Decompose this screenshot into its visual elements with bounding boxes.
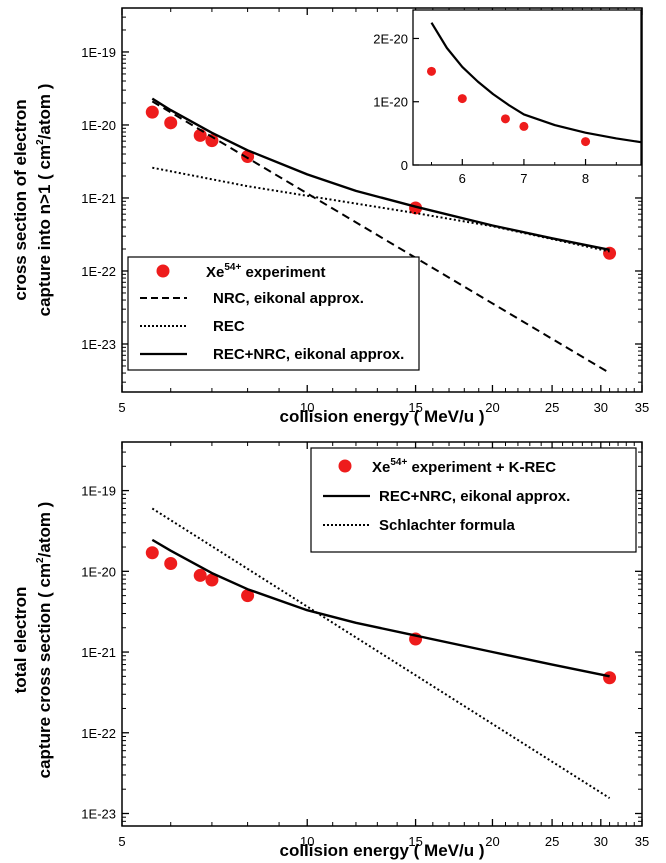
inset-solid-line — [430, 22, 642, 144]
bottom-x-tick-label: 20 — [485, 834, 499, 849]
bottom-legend-marker-experiment — [338, 459, 352, 473]
bottom-experiment-point — [193, 568, 207, 582]
top-x-tick-label: 25 — [545, 400, 559, 415]
inset-x-tick-label: 7 — [520, 171, 527, 186]
top-x-tick-label: 35 — [635, 400, 649, 415]
bottom-y-axis-title-line1: total electron — [11, 587, 30, 694]
top-x-tick-label: 15 — [408, 400, 422, 415]
inset-chart: 6 7 8 0 1E-20 2E-20 — [373, 9, 642, 186]
top-x-tick-label: 10 — [300, 400, 314, 415]
top-plot-frame — [121, 7, 643, 393]
bottom-y-axis-title-line2: capture cross section ( cm2/atom ) — [35, 502, 54, 779]
bottom-experiment-point — [145, 546, 159, 560]
bottom-legend-box — [310, 447, 637, 553]
bottom-dotted-line — [151, 507, 611, 799]
inset-experiment-point — [519, 121, 529, 131]
top-y-tick-label: 1E-23 — [81, 337, 116, 352]
bottom-x-tick-label: 25 — [545, 834, 559, 849]
inset-axes: 6 7 8 0 1E-20 2E-20 — [373, 31, 617, 186]
bottom-y-tick-label: 1E-22 — [81, 726, 116, 741]
bottom-legend-label-rec-nrc: REC+NRC, eikonal approx. — [379, 488, 570, 505]
bottom-plot-frame — [121, 441, 643, 827]
inset-experiment-point — [457, 94, 467, 104]
top-y-axis-title-line2: capture into n>1 ( cm2/atom ) — [35, 84, 54, 317]
top-legend: Xe54+ experiment NRC, eikonal approx. RE… — [127, 256, 420, 371]
bottom-x-tick-label: 5 — [118, 834, 125, 849]
bottom-x-tick-label: 30 — [594, 834, 608, 849]
top-legend-label-experiment: Xe54+ experiment — [206, 262, 326, 281]
top-legend-box — [127, 256, 420, 371]
bottom-series — [145, 507, 617, 799]
bottom-legend-label-schlachter: Schlachter formula — [379, 517, 516, 534]
bottom-y-tick-label: 1E-20 — [81, 564, 116, 579]
bottom-x-axis-title: collision energy ( MeV/u ) — [280, 841, 485, 860]
top-x-tick-label: 30 — [594, 400, 608, 415]
inset-series — [426, 22, 642, 147]
inset-x-tick-label: 6 — [459, 171, 466, 186]
top-experiment-point — [164, 116, 178, 130]
inset-experiment-point — [581, 137, 591, 147]
bottom-chart: 5 10 15 20 25 30 35 1E-23 1E-22 1E-21 1E-20 1E-19 c… — [11, 441, 649, 860]
bottom-y-tick-label: 1E-23 — [81, 806, 116, 821]
top-legend-label-rec-nrc: REC+NRC, eikonal approx. — [213, 346, 404, 363]
top-y-tick-label: 1E-21 — [81, 191, 116, 206]
top-experiment-point — [145, 105, 159, 119]
inset-y-tick-label: 0 — [401, 158, 408, 173]
top-y-tick-label: 1E-20 — [81, 118, 116, 133]
top-experiment-point — [241, 149, 255, 163]
bottom-legend: Xe54+ experiment + K-REC REC+NRC, eikona… — [310, 447, 637, 553]
top-series — [145, 97, 617, 374]
top-y-tick-label: 1E-19 — [81, 45, 116, 60]
top-legend-label-nrc: NRC, eikonal approx. — [213, 290, 364, 307]
bottom-experiment-point — [164, 557, 178, 571]
bottom-y-tick-label: 1E-21 — [81, 645, 116, 660]
inset-experiment-point — [500, 114, 510, 124]
top-chart: 5 10 15 20 25 30 35 1E-23 1E-22 1E-21 1E-20 1E-19 c… — [11, 7, 649, 426]
bottom-x-tick-label: 35 — [635, 834, 649, 849]
inset-y-tick-label: 2E-20 — [373, 31, 408, 46]
bottom-legend-label-experiment: Xe54+ experiment + K-REC — [372, 457, 556, 476]
bottom-y-tick-label: 1E-19 — [81, 484, 116, 499]
inset-x-tick-label: 8 — [582, 171, 589, 186]
top-x-axis-title: collision energy ( MeV/u ) — [280, 407, 485, 426]
bottom-solid-line — [151, 538, 610, 678]
top-y-tick-label: 1E-22 — [81, 264, 116, 279]
bottom-x-tick-label: 15 — [408, 834, 422, 849]
top-dashed-line — [151, 100, 611, 374]
top-y-axis-title-line1: cross section of electron — [11, 99, 30, 300]
top-x-tick-label: 20 — [485, 400, 499, 415]
top-experiment-point — [205, 134, 219, 148]
bottom-experiment-point — [241, 589, 255, 603]
top-x-tick-label: 5 — [118, 400, 125, 415]
bottom-axes: 5 10 15 20 25 30 35 1E-23 1E-22 1E-21 1E-20 1E-19 — [81, 441, 649, 849]
bottom-experiment-point — [603, 671, 617, 685]
top-solid-line — [151, 97, 610, 251]
inset-frame — [412, 9, 642, 166]
bottom-experiment-point — [205, 573, 219, 587]
top-legend-label-rec: REC — [213, 318, 245, 335]
inset-experiment-point — [426, 66, 436, 76]
bottom-x-tick-label: 10 — [300, 834, 314, 849]
top-legend-marker-experiment — [156, 264, 170, 278]
inset-y-tick-label: 1E-20 — [373, 95, 408, 110]
